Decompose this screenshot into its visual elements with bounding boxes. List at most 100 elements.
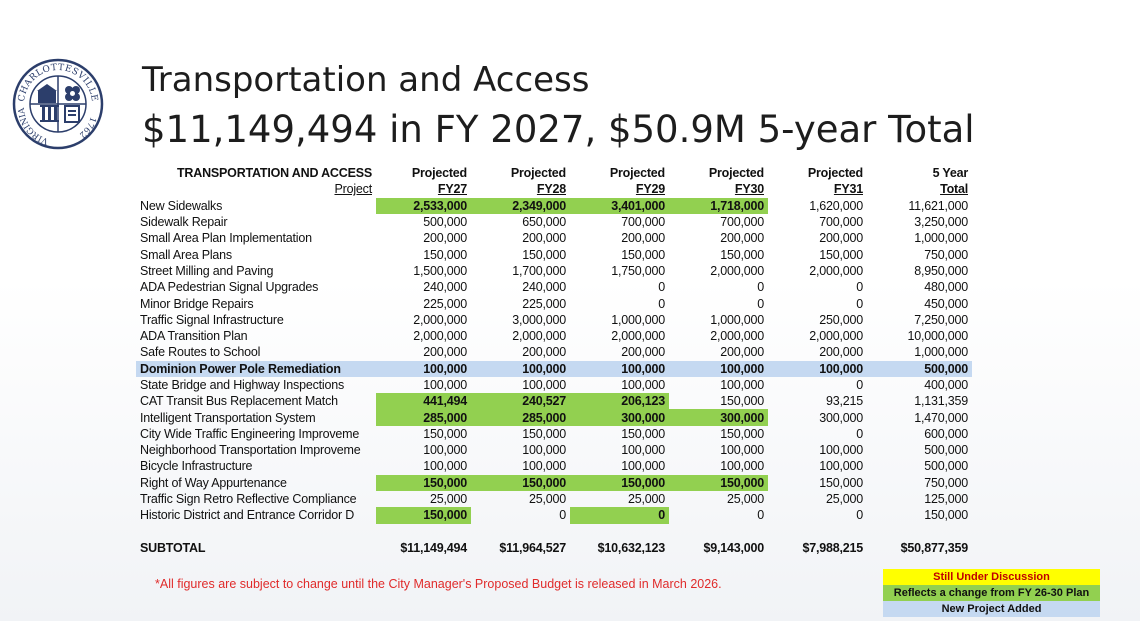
table-row: Right of Way Appurtenance 150,000 150,000 1…	[136, 474, 972, 491]
amount-cell: 100,000	[522, 378, 566, 392]
amount-cell: 500,000	[924, 443, 968, 458]
amount-cell: 240,527	[471, 393, 570, 410]
column-header-top: Projected	[411, 166, 467, 181]
amount-cell: 2,000,000	[413, 312, 467, 327]
table-row: Traffic Signal Infrastructure 2,000,000 3,…	[136, 312, 972, 328]
amount-cell: 150,000	[471, 474, 570, 491]
amount-cell: 100,000	[423, 378, 467, 392]
spacer-row	[136, 524, 972, 540]
amount-cell: 1,718,000	[669, 197, 768, 214]
amount-cell: 2,000,000	[611, 329, 665, 344]
amount-cell: 1,620,000	[809, 198, 863, 213]
amount-cell: 0	[658, 280, 665, 295]
amount-cell: 150,000	[423, 247, 467, 262]
table-row: ADA Pedestrian Signal Upgrades 240,000 240…	[136, 279, 972, 295]
amount-cell: 100,000	[720, 378, 764, 392]
column-header-top: Projected	[708, 166, 764, 181]
amount-cell: 100,000	[621, 459, 665, 474]
legend-still-under-discussion: Still Under Discussion	[883, 569, 1100, 585]
amount-cell: 0	[757, 296, 764, 311]
amount-cell: 500,000	[867, 360, 972, 377]
amount-cell: 150,000	[621, 426, 665, 441]
table-row: State Bridge and Highway Inspections 100,…	[136, 377, 972, 393]
amount-cell: 480,000	[924, 280, 968, 295]
amount-cell: 1,000,000	[611, 312, 665, 327]
seal-flower-icon	[65, 86, 80, 101]
project-name: Right of Way Appurtenance	[140, 475, 287, 490]
amount-cell: 100,000	[720, 443, 764, 458]
amount-cell: 10,000,000	[907, 329, 968, 344]
table-row: Small Area Plan Implementation 200,000 200…	[136, 230, 972, 246]
project-name: CAT Transit Bus Replacement Match	[140, 394, 338, 409]
subtotal-label: SUBTOTAL	[140, 540, 206, 555]
amount-cell: 285,000	[376, 409, 471, 426]
amount-cell: 300,000	[570, 409, 669, 426]
amount-cell: 1,500,000	[413, 263, 467, 278]
amount-cell: 2,349,000	[471, 197, 570, 214]
slide-subtitle: $11,149,494 in FY 2027, $50.9M 5-year To…	[142, 108, 975, 151]
amount-cell: 100,000	[522, 459, 566, 474]
amount-cell: 8,950,000	[914, 263, 968, 278]
amount-cell: 200,000	[522, 231, 566, 246]
amount-cell: 1,000,000	[914, 231, 968, 246]
amount-cell: 1,470,000	[914, 410, 968, 425]
amount-cell: 150,000	[720, 394, 764, 409]
table-heading: TRANSPORTATION AND ACCESS	[176, 166, 372, 181]
project-name: Small Area Plan Implementation	[140, 231, 312, 246]
subtotal-value: $7,988,215	[802, 540, 863, 555]
amount-cell: 2,000,000	[809, 263, 863, 278]
table-row: Historic District and Entrance Corridor …	[136, 507, 972, 524]
amount-cell: 240,000	[522, 280, 566, 295]
legend-new-project: New Project Added	[883, 601, 1100, 617]
project-name: Neighborhood Transportation Improveme	[140, 443, 361, 458]
project-name: Safe Routes to School	[140, 345, 261, 360]
color-legend: Still Under Discussion Reflects a change…	[883, 569, 1100, 617]
project-name: Traffic Sign Retro Reflective Compliance	[140, 492, 357, 507]
amount-cell: 7,250,000	[914, 312, 968, 327]
amount-cell: 100,000	[768, 360, 867, 377]
amount-cell: 0	[856, 296, 863, 311]
column-header-top: Projected	[807, 166, 863, 181]
project-name: New Sidewalks	[140, 198, 223, 213]
amount-cell: 750,000	[924, 475, 968, 490]
column-header-top: Projected	[609, 166, 665, 181]
table-row: Dominion Power Pole Remediation 100,000 10…	[136, 360, 972, 377]
amount-cell: 200,000	[423, 231, 467, 246]
amount-cell: 0	[856, 426, 863, 441]
amount-cell: 240,000	[423, 280, 467, 295]
amount-cell: 150,000	[570, 474, 669, 491]
amount-cell: 200,000	[819, 231, 863, 246]
amount-cell: 200,000	[522, 345, 566, 360]
amount-cell: 0	[559, 508, 566, 523]
project-name: Traffic Signal Infrastructure	[140, 312, 284, 327]
project-name: Sidewalk Repair	[140, 215, 228, 230]
project-name: Bicycle Infrastructure	[140, 459, 253, 474]
amount-cell: 225,000	[423, 296, 467, 311]
amount-cell: 0	[570, 507, 669, 524]
column-header-bottom: FY31	[833, 182, 863, 197]
amount-cell: 0	[856, 280, 863, 295]
subtotal-value: $11,964,527	[499, 540, 566, 555]
amount-cell: 100,000	[423, 459, 467, 474]
amount-cell: 750,000	[924, 247, 968, 262]
amount-cell: 150,000	[621, 247, 665, 262]
amount-cell: 150,000	[423, 426, 467, 441]
table-row: City Wide Traffic Engineering Improveme 1…	[136, 426, 972, 442]
amount-cell: 200,000	[621, 345, 665, 360]
table-row: Small Area Plans 150,000 150,000 150,000 150…	[136, 246, 972, 262]
amount-cell: 250,000	[819, 312, 863, 327]
amount-cell: 25,000	[627, 492, 665, 507]
project-name: Dominion Power Pole Remediation	[136, 360, 376, 377]
table-row: CAT Transit Bus Replacement Match 441,494…	[136, 393, 972, 410]
project-name: Historic District and Entrance Corridor …	[140, 508, 355, 523]
amount-cell: 700,000	[720, 215, 764, 230]
amount-cell: 2,000,000	[413, 329, 467, 344]
amount-cell: 1,131,359	[914, 394, 968, 409]
amount-cell: 0	[856, 378, 863, 392]
amount-cell: 400,000	[924, 378, 968, 392]
subtotal-value: $50,877,359	[900, 540, 969, 555]
column-header-top: 5 Year	[932, 166, 969, 181]
amount-cell: 1,750,000	[611, 263, 665, 278]
table-header-row: TRANSPORTATION AND ACCESS Projected Proj…	[136, 165, 972, 181]
table-row: Minor Bridge Repairs 225,000 225,000 0 0 0 450…	[136, 295, 972, 311]
